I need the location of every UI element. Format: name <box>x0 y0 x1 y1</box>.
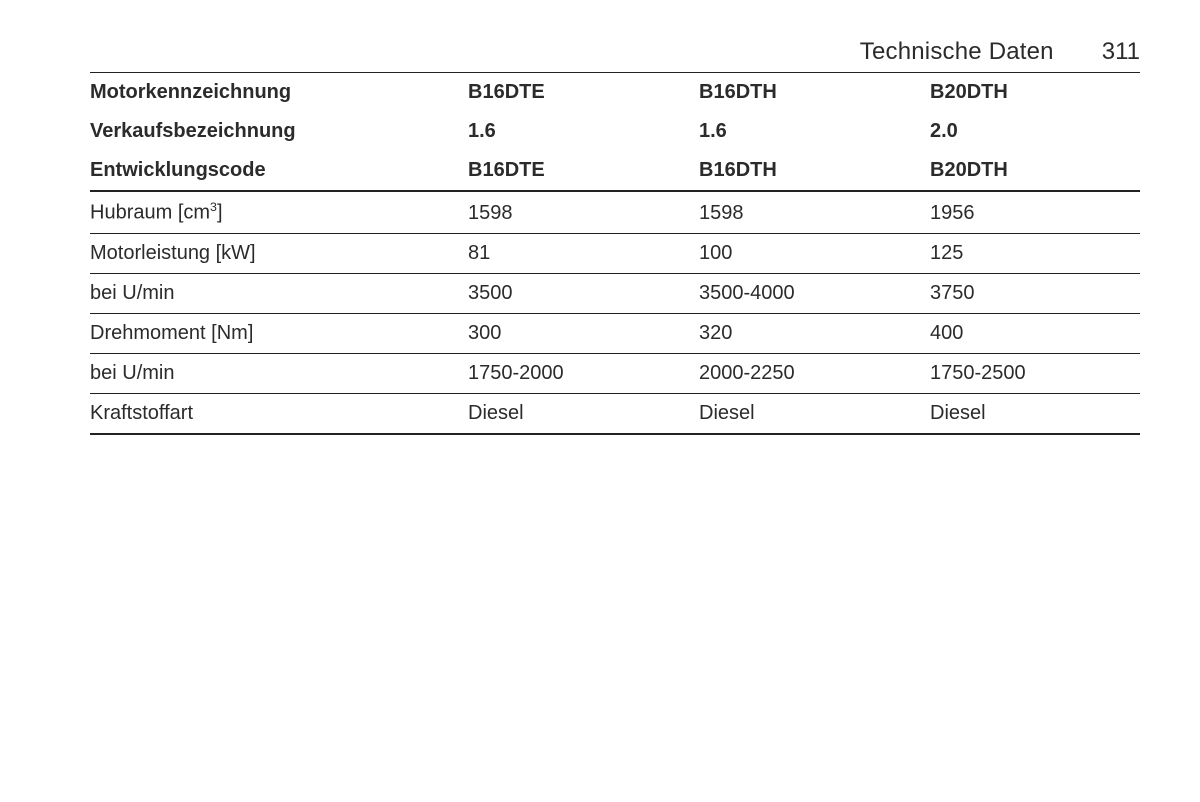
row-value: B16DTH <box>699 151 930 191</box>
row-value: 400 <box>930 313 1140 353</box>
spec-header-row: Verkaufsbezeichnung1.61.62.0 <box>90 112 1140 151</box>
row-value: 2.0 <box>930 112 1140 151</box>
row-label: Motorkennzeichnung <box>90 73 468 113</box>
row-value: B16DTE <box>468 151 699 191</box>
row-label: Drehmoment [Nm] <box>90 313 468 353</box>
spec-header-row: MotorkennzeichnungB16DTEB16DTHB20DTH <box>90 73 1140 113</box>
row-value: 1956 <box>930 191 1140 233</box>
page-header: Technische Daten 311 <box>90 38 1140 66</box>
row-value: 1750-2000 <box>468 353 699 393</box>
spec-data-row: Drehmoment [Nm]300320400 <box>90 313 1140 353</box>
row-value: 125 <box>930 233 1140 273</box>
page-number: 311 <box>1102 38 1140 66</box>
row-value: Diesel <box>468 393 699 434</box>
row-value: 1.6 <box>699 112 930 151</box>
row-value: 3500-4000 <box>699 273 930 313</box>
row-label: bei U/min <box>90 273 468 313</box>
row-label: Motorleistung [kW] <box>90 233 468 273</box>
spec-data-row: Hubraum [cm3]159815981956 <box>90 191 1140 233</box>
row-value: 300 <box>468 313 699 353</box>
row-label: Entwicklungscode <box>90 151 468 191</box>
spec-table: MotorkennzeichnungB16DTEB16DTHB20DTHVerk… <box>90 72 1140 435</box>
row-value: B16DTE <box>468 73 699 113</box>
row-label: Kraftstoffart <box>90 393 468 434</box>
row-value: Diesel <box>930 393 1140 434</box>
row-value: 1598 <box>699 191 930 233</box>
row-value: 1598 <box>468 191 699 233</box>
spec-data-row: bei U/min35003500-40003750 <box>90 273 1140 313</box>
spec-data-row: Motorleistung [kW]81100125 <box>90 233 1140 273</box>
row-label: bei U/min <box>90 353 468 393</box>
row-value: 100 <box>699 233 930 273</box>
spec-data-row: bei U/min1750-20002000-22501750-2500 <box>90 353 1140 393</box>
page: Technische Daten 311 MotorkennzeichnungB… <box>0 0 1200 435</box>
row-value: 320 <box>699 313 930 353</box>
row-value: 2000-2250 <box>699 353 930 393</box>
spec-header-row: EntwicklungscodeB16DTEB16DTHB20DTH <box>90 151 1140 191</box>
row-value: B20DTH <box>930 73 1140 113</box>
section-title: Technische Daten <box>860 38 1054 66</box>
row-value: 81 <box>468 233 699 273</box>
row-label: Verkaufsbezeichnung <box>90 112 468 151</box>
row-value: 3750 <box>930 273 1140 313</box>
row-value: 1750-2500 <box>930 353 1140 393</box>
spec-data-row: KraftstoffartDieselDieselDiesel <box>90 393 1140 434</box>
row-value: 3500 <box>468 273 699 313</box>
row-value: Diesel <box>699 393 930 434</box>
row-value: B16DTH <box>699 73 930 113</box>
row-value: 1.6 <box>468 112 699 151</box>
row-label: Hubraum [cm3] <box>90 191 468 233</box>
row-value: B20DTH <box>930 151 1140 191</box>
